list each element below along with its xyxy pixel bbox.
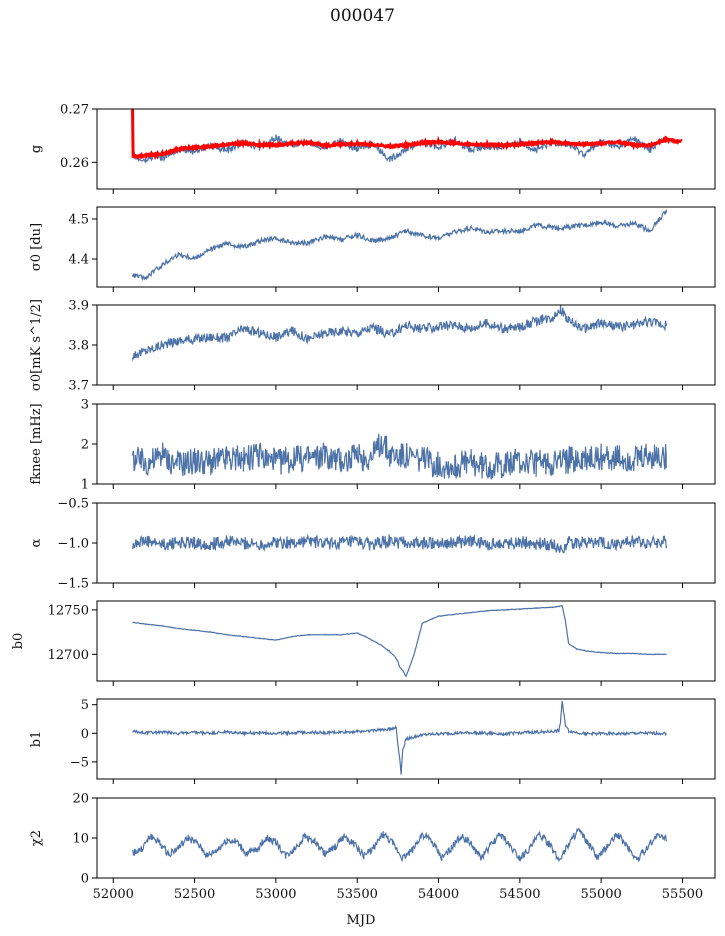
xtick-label-7: 55500 [662,887,703,902]
ytick-label-g-0: 0.26 [60,156,89,171]
ylabel-sigma0-mks: σ0[mK s^1/2] [29,299,44,391]
panel-frame-b0 [96,600,716,682]
ytick-label-sigma0-mks-2: 3.9 [68,299,89,314]
series-line-sigma0-mks-0 [132,305,667,362]
panel-frame-b1 [96,698,716,780]
ytick-label-chi2-0: 0 [81,872,89,887]
ytick-label-b0-1: 12750 [48,603,89,618]
panel-frame-sigma0-du [96,206,716,288]
ytick-label-fknee-2: 3 [81,398,89,413]
xtick-label-4: 54000 [418,887,459,902]
series-line-g-0 [132,134,667,164]
ytick-label-chi2-1: 10 [72,832,89,847]
ytick-label-g-1: 0.27 [60,103,89,118]
panel-frame-sigma0-mks [96,304,716,386]
ytick-label-sigma0-du-0: 4.4 [68,253,89,268]
ytick-label-alpha-0: −1.5 [57,577,89,592]
ylabel-sigma0-du: σ0 [du] [29,223,44,271]
series-line-g-1 [131,109,683,161]
series-line-chi2-0 [132,827,667,863]
panel-frame-g [96,108,716,190]
xtick-label-0: 52000 [93,887,134,902]
series-line-alpha-0 [132,533,667,554]
ylabel-g: g [29,145,44,153]
ytick-label-alpha-1: −1.0 [57,537,89,552]
series-line-b1-0 [132,700,667,775]
ytick-label-alpha-2: −0.5 [57,497,89,512]
ytick-label-sigma0-du-1: 4.5 [68,213,89,228]
xtick-label-6: 55000 [580,887,621,902]
ytick-label-b1-0: −5 [70,755,89,770]
ytick-label-b1-1: 0 [81,727,89,742]
xtick-label-3: 53500 [337,887,378,902]
ytick-label-fknee-1: 2 [81,438,89,453]
xtick-label-1: 52500 [174,887,215,902]
ytick-label-sigma0-mks-1: 3.8 [68,339,89,354]
ylabel-b1: b1 [29,731,44,748]
ylabel-alpha: α [29,538,44,547]
figure-title: 000047 [330,6,395,26]
ylabel-b0: b0 [11,633,26,650]
ylabel-chi2: χ2 [29,830,44,846]
ylabel-fknee: fknee [mHz] [29,403,44,484]
series-line-fknee-0 [132,433,667,480]
series-line-b0-0 [132,604,667,678]
ytick-label-b0-0: 12700 [48,648,89,663]
xtick-label-5: 54500 [499,887,540,902]
ytick-label-b1-2: 5 [81,698,89,713]
xlabel: MJD [347,913,376,928]
xtick-label-2: 53000 [255,887,296,902]
ytick-label-fknee-0: 1 [81,478,89,493]
ytick-label-sigma0-mks-0: 3.7 [68,379,89,394]
series-line-sigma0-du-0 [132,209,667,282]
ytick-label-chi2-2: 20 [72,792,89,807]
